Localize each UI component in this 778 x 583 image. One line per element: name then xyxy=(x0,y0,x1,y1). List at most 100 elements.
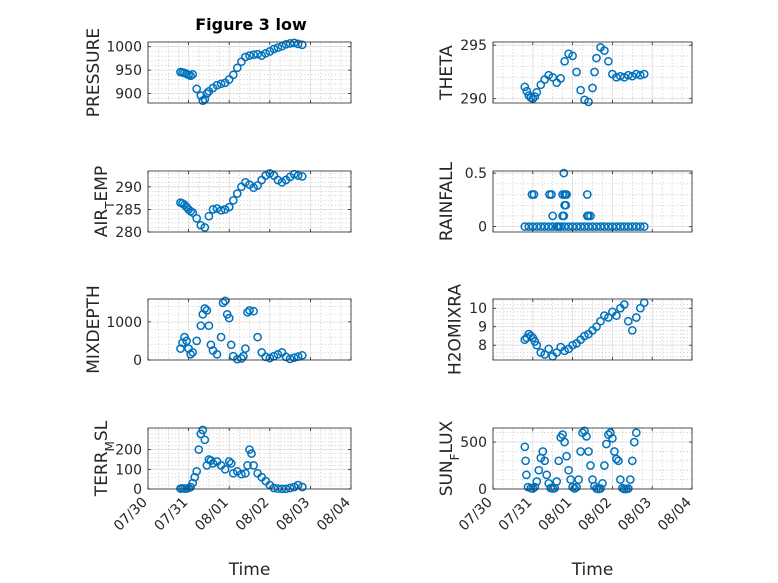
data-point xyxy=(582,190,592,199)
data-point xyxy=(540,222,550,231)
data-point xyxy=(540,350,550,359)
data-point xyxy=(285,483,295,493)
data-point xyxy=(625,475,635,484)
data-point xyxy=(574,475,583,484)
axes-frame xyxy=(492,427,693,490)
data-point xyxy=(530,482,540,492)
data-point xyxy=(588,222,597,231)
y-tick-label: 280 xyxy=(115,225,142,241)
data-point xyxy=(522,86,532,96)
data-point xyxy=(226,340,236,350)
data-point xyxy=(612,454,621,464)
data-point xyxy=(600,461,609,470)
data-point xyxy=(216,205,226,215)
data-point xyxy=(200,435,210,445)
y-tick-label: 10 xyxy=(469,301,487,317)
data-point xyxy=(285,39,295,48)
data-point xyxy=(526,331,536,341)
y-axis-label: H2OMIXRA xyxy=(445,284,465,375)
data-point xyxy=(520,335,530,345)
data-point xyxy=(528,484,538,493)
data-point xyxy=(228,196,238,205)
axes-frame xyxy=(492,298,693,361)
y-axis-label: THETA xyxy=(437,45,457,101)
data-point xyxy=(216,332,226,342)
data-point xyxy=(261,352,271,362)
data-point xyxy=(178,338,187,348)
data-point xyxy=(186,349,195,359)
data-point xyxy=(554,222,564,231)
data-point xyxy=(564,222,573,231)
y-axis-label: MIXDEPTH xyxy=(84,285,104,374)
data-point xyxy=(273,43,283,52)
data-point xyxy=(562,190,571,199)
data-point xyxy=(198,96,208,106)
data-point xyxy=(247,449,256,458)
data-point xyxy=(261,48,271,58)
data-point xyxy=(623,316,633,326)
data-point xyxy=(548,211,558,221)
data-point xyxy=(224,313,234,323)
data-point xyxy=(176,344,185,353)
data-point xyxy=(610,447,619,456)
subplot-rainfall: 0 0.5 RAINFALL xyxy=(437,161,693,241)
data-point xyxy=(568,482,577,492)
data-point xyxy=(202,306,212,315)
plot-area xyxy=(148,428,351,489)
data-point xyxy=(192,336,202,346)
y-tick-label: 8 xyxy=(478,338,487,354)
data-point xyxy=(559,211,569,221)
data-point xyxy=(554,456,564,466)
data-point xyxy=(596,484,605,493)
data-point xyxy=(281,352,291,362)
data-point xyxy=(627,222,637,231)
data-point xyxy=(631,313,641,322)
data-point xyxy=(614,456,623,466)
data-point xyxy=(623,70,633,80)
data-point xyxy=(604,313,613,322)
y-tick-label: 1000 xyxy=(106,315,142,331)
data-point xyxy=(558,190,567,199)
data-point xyxy=(212,349,222,359)
y-tick-label: 290 xyxy=(115,180,142,196)
data-point xyxy=(561,200,571,210)
data-point xyxy=(192,466,202,476)
y-tick-label: 0 xyxy=(478,220,487,236)
data-point xyxy=(273,349,283,359)
data-point xyxy=(532,340,542,350)
y-tick-label: 0 xyxy=(133,482,142,498)
data-point xyxy=(204,321,214,331)
data-point xyxy=(293,39,303,49)
data-point xyxy=(639,222,649,231)
data-point xyxy=(600,46,609,55)
y-axis-label: RAINFALL xyxy=(437,161,457,241)
data-point xyxy=(532,477,542,486)
data-point xyxy=(560,437,569,447)
data-point xyxy=(584,222,593,231)
data-point xyxy=(604,56,613,66)
data-point xyxy=(532,87,542,97)
data-point xyxy=(619,300,629,309)
data-point xyxy=(265,353,275,363)
data-point xyxy=(623,222,633,231)
data-point xyxy=(202,89,212,98)
data-point xyxy=(588,83,597,93)
data-point xyxy=(228,70,238,80)
data-point xyxy=(224,457,234,466)
data-point xyxy=(572,482,581,492)
data-point xyxy=(249,461,258,470)
data-point xyxy=(635,222,645,231)
data-point xyxy=(600,222,609,231)
data-point xyxy=(206,340,216,350)
data-point xyxy=(562,451,571,461)
y-tick-label: 295 xyxy=(460,38,487,54)
data-point xyxy=(530,92,540,101)
data-point xyxy=(566,475,575,484)
y-tick-label: 290 xyxy=(460,92,487,108)
data-point xyxy=(580,222,589,231)
y-axis-label: PRESSURE xyxy=(84,28,104,117)
data-point xyxy=(606,428,615,438)
data-point xyxy=(297,172,307,181)
